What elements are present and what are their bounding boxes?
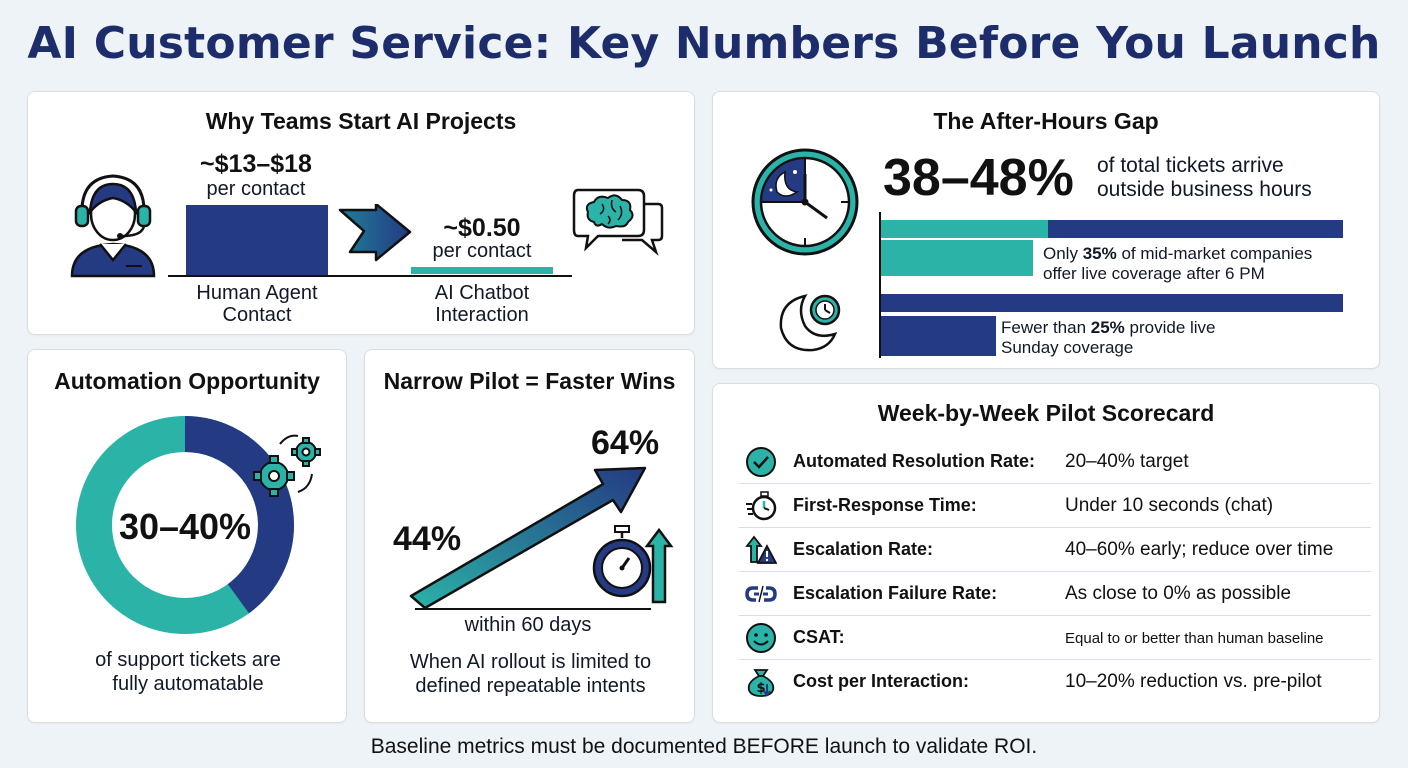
scorecard-target: 10–20% reduction vs. pre-pilot [1065,671,1322,692]
human-label: Human Agent Contact [158,282,356,326]
scorecard-row: CSAT: Equal to or better than human base… [739,616,1371,660]
headset-agent-icon [70,174,156,278]
arrow-icon [338,204,412,262]
scorecard-card: Week-by-Week Pilot Scorecard Automated R… [712,383,1380,723]
scorecard-target: 20–40% target [1065,451,1189,472]
gears-icon [253,434,321,497]
scorecard-row: Escalation Failure Rate: As close to 0% … [739,572,1371,616]
scorecard-metric: Cost per Interaction: [793,671,970,691]
ai-cost-value: ~$0.50 [443,214,521,242]
ai-label-line1: AI Chatbot [434,282,530,304]
bar1-value-lower [881,240,1033,276]
scorecard-target: Under 10 seconds (chat) [1065,495,1274,516]
bar2-caption: Fewer than 25% provide live Sunday cover… [1001,318,1216,358]
human-cost-value: ~$13–$18 [200,150,312,178]
ai-label-line2: Interaction [435,304,529,326]
bar1-suffix: of mid-market companies [1116,244,1313,263]
headline-text-line2: outside business hours [1097,178,1312,201]
pilot-card: Narrow Pilot = Faster Wins 64% 44% withi… [364,349,695,723]
why-teams-card: Why Teams Start AI Projects ~$13–$18 per… [27,91,695,335]
bar1-value [881,220,1048,238]
night-clock-icon [751,148,859,256]
scorecard-metric: Escalation Failure Rate: [793,583,998,603]
bar1-value-text: 35% [1082,244,1117,263]
automation-title: Automation Opportunity [54,368,320,394]
bar1-prefix: Only [1043,244,1083,263]
scorecard-metric: Automated Resolution Rate: [793,451,1036,471]
bar2-prefix: Fewer than [1001,318,1091,337]
svg-text:$: $ [756,681,765,696]
scorecard-metric: CSAT: [793,627,845,647]
stopwatch-up-icon [592,525,674,604]
automation-value: 30–40% [118,506,252,547]
after-hours-card: The After-Hours Gap 38–48% of total tick… [712,91,1380,369]
smiley-icon [746,623,776,653]
scorecard-target: 40–60% early; reduce over time [1065,539,1334,560]
scorecard-row: Automated Resolution Rate: 20–40% target [739,440,1371,484]
scorecard-metric: Escalation Rate: [793,539,934,559]
scorecard-row: First-Response Time: Under 10 seconds (c… [739,484,1371,528]
automation-donut [76,416,294,634]
bar1-caption: Only 35% of mid-market companies offer l… [1043,244,1312,284]
footer-note: Baseline metrics must be documented BEFO… [370,735,1038,758]
growth-arrow-icon [409,466,647,610]
baseline [168,275,572,277]
moon-clock-icon [779,294,841,352]
scorecard-target: Equal to or better than human baseline [1065,630,1324,647]
pilot-caption: When AI rollout is limited to defined re… [371,650,690,698]
human-cost-unit: per contact [206,178,306,200]
money-bag-icon: $ [747,669,775,697]
broken-link-icon [745,585,777,603]
scorecard-row: Escalation Rate: 40–60% early; reduce ov… [739,528,1371,572]
after-hours-headline-text: of total tickets arrive outside business… [1097,154,1312,202]
pilot-start-value: 44% [393,520,462,558]
scorecard-metric: First-Response Time: [793,495,977,515]
why-teams-title: Why Teams Start AI Projects [205,108,517,134]
page-title: AI Customer Service: Key Numbers Before … [27,18,1381,69]
pilot-caption-line2: defined repeatable intents [415,675,646,697]
automation-caption-line2: fully automatable [112,673,264,695]
chart-axis [879,212,881,358]
after-hours-headline: 38–48% [883,149,1074,207]
chat-brain-icon [572,188,664,256]
bar2-total [881,294,1343,312]
automation-caption: of support tickets are fully automatable [38,648,338,696]
ai-label: AI Chatbot Interaction [383,282,581,326]
scorecard-row: $ Cost per Interaction: 10–20% reduction… [739,660,1371,704]
after-hours-title: The After-Hours Gap [933,108,1159,134]
bar2-suffix: provide live [1124,318,1216,337]
pilot-caption-line1: When AI rollout is limited to [409,651,652,673]
donut-navy [76,416,294,634]
pilot-baseline [415,608,651,610]
bar2-line2: Sunday coverage [1001,338,1134,357]
bar1-line2: offer live coverage after 6 PM [1043,264,1265,283]
escalation-warning-icon [745,535,777,564]
pilot-period: within 60 days [464,614,592,636]
human-cost-bar [186,205,328,275]
pilot-end-value: 64% [591,424,660,462]
automation-caption-line1: of support tickets are [95,649,281,671]
ai-cost-unit: per contact [432,240,532,262]
automation-card: Automation Opportunity 30–40% of support… [27,349,347,723]
headline-text-line1: of total tickets arrive [1097,154,1284,177]
bar2-value-text: 25% [1090,318,1125,337]
stopwatch-icon [746,491,777,521]
ai-cost-bar [411,267,553,274]
bar2-value [881,316,996,356]
human-label-line1: Human Agent [196,282,318,304]
human-label-line2: Contact [222,304,292,326]
scorecard-target: As close to 0% as possible [1065,583,1292,604]
check-circle-icon [746,447,776,477]
scorecard-title: Week-by-Week Pilot Scorecard [877,400,1215,426]
pilot-title: Narrow Pilot = Faster Wins [383,368,676,394]
